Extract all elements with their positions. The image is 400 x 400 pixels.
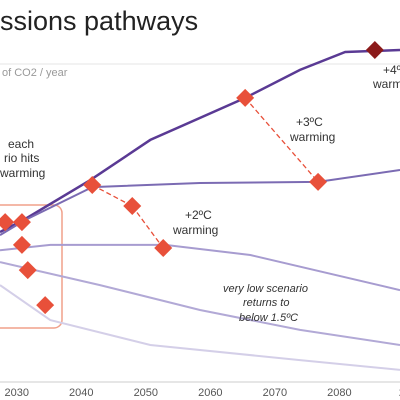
connector bbox=[131, 205, 164, 249]
marker bbox=[236, 88, 255, 107]
series-line bbox=[0, 284, 400, 371]
marker bbox=[18, 261, 37, 280]
series-line bbox=[0, 48, 400, 234]
x-tick-label: 2 bbox=[399, 387, 400, 399]
annotation: very low scenario bbox=[223, 283, 308, 295]
annotation: warming bbox=[0, 166, 45, 180]
annotation: +2ºC bbox=[185, 208, 212, 222]
x-tick-label: 2070 bbox=[263, 387, 287, 399]
marker bbox=[83, 176, 102, 195]
x-tick-label: 2040 bbox=[69, 387, 93, 399]
highlight-box bbox=[0, 204, 63, 329]
x-tick-label: 2080 bbox=[327, 387, 351, 399]
connector bbox=[91, 184, 133, 207]
y-axis-label: of CO2 / year bbox=[2, 67, 68, 79]
annotation: warming bbox=[289, 130, 335, 144]
series-line bbox=[0, 243, 400, 292]
series-line bbox=[0, 261, 400, 346]
marker bbox=[123, 197, 142, 216]
annotation: +3ºC bbox=[296, 115, 323, 129]
marker bbox=[12, 235, 31, 254]
x-tick-label: 2030 bbox=[5, 387, 29, 399]
x-tick-label: 2050 bbox=[134, 387, 158, 399]
annotation: each bbox=[8, 137, 34, 151]
chart-title: ssions pathways bbox=[0, 6, 198, 36]
marker bbox=[154, 239, 173, 258]
annotation: warming bbox=[172, 223, 218, 237]
connector bbox=[244, 97, 319, 183]
marker bbox=[36, 296, 55, 315]
annotation: +4º bbox=[383, 63, 400, 77]
annotation: below 1.5ºC bbox=[239, 312, 298, 324]
annotation: returns to bbox=[243, 297, 289, 309]
marker bbox=[12, 213, 31, 232]
annotation: rio hits bbox=[4, 151, 39, 165]
annotation: warm bbox=[372, 77, 400, 91]
marker bbox=[309, 172, 328, 191]
x-tick-label: 2060 bbox=[198, 387, 222, 399]
marker bbox=[0, 213, 15, 232]
marker bbox=[365, 40, 384, 59]
